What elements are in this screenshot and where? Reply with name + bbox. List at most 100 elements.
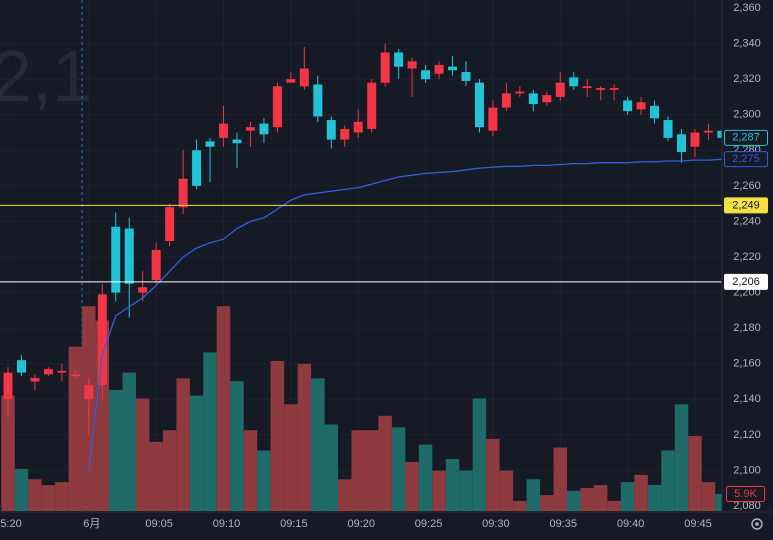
candle-body: [57, 370, 67, 373]
volume-bar: [243, 430, 258, 511]
volume-bar: [122, 372, 136, 511]
volume-bar: [230, 381, 244, 511]
volume-bar: [472, 398, 487, 511]
volume-bar: [607, 500, 621, 511]
volume-bar: [257, 450, 271, 511]
y-tick-label: 2,080: [733, 500, 761, 512]
volume-bar: [499, 470, 514, 511]
candle-body: [84, 385, 94, 400]
volume-bar: [674, 404, 689, 511]
y-tick-label: 2,180: [733, 322, 761, 334]
candle-body: [232, 139, 242, 144]
candle-body: [205, 141, 215, 147]
candle-body: [650, 105, 660, 119]
candle-body: [245, 127, 255, 131]
candle-body: [286, 79, 296, 83]
y-tick-label: 2,160: [733, 358, 761, 370]
y-tick-label: 2,300: [733, 109, 761, 121]
volume-bar: [364, 430, 379, 511]
volume-bar: [647, 485, 662, 511]
volume-bar: [486, 438, 500, 511]
candle-body: [165, 207, 175, 241]
candle-body: [16, 360, 26, 373]
y-tick-label: 2,220: [733, 251, 761, 263]
candle-body: [3, 372, 13, 400]
y-tick-label: 2,140: [733, 393, 761, 405]
candle-body: [151, 249, 161, 281]
x-tick-label: 09:05: [145, 518, 173, 530]
volume-bar: [1, 395, 15, 511]
volume-label: 5.9K: [734, 488, 757, 500]
volume-bar: [432, 470, 446, 511]
x-tick-label: 09:30: [482, 518, 510, 530]
x-tick-label: 09:35: [550, 518, 578, 530]
x-tick-label: 09:20: [347, 518, 375, 530]
candle-body: [30, 377, 40, 382]
volume-bar: [311, 378, 325, 511]
y-tick-label: 2,340: [733, 37, 761, 49]
candle-body: [501, 93, 511, 108]
candle-body: [569, 77, 579, 87]
x-tick-label: 09:45: [684, 518, 712, 530]
candle-body: [299, 68, 309, 87]
volume-bar: [41, 485, 56, 511]
candle-body: [488, 107, 498, 131]
volume-bar: [634, 474, 648, 511]
volume-bar: [445, 459, 460, 511]
candle-body: [690, 132, 700, 147]
candle-body: [421, 70, 431, 80]
candle-body: [326, 120, 336, 140]
candle-body: [528, 93, 538, 105]
volume-bar: [418, 444, 433, 511]
price-label-box: [724, 129, 768, 146]
volume-bar: [270, 361, 285, 511]
volume-bar: [378, 415, 392, 511]
candle-body: [192, 150, 202, 186]
volume-bar: [162, 430, 177, 511]
candle-body: [542, 95, 552, 103]
candle-body: [434, 64, 444, 74]
volume-bar: [526, 479, 541, 511]
candle-body: [367, 82, 377, 129]
candle-body: [515, 91, 525, 94]
volume-bar: [620, 482, 635, 511]
candle-body: [394, 52, 404, 67]
candle-body: [313, 84, 323, 117]
candle-body: [97, 294, 107, 386]
volume-bar: [513, 500, 527, 511]
candle-body: [124, 228, 134, 284]
volume-bar: [553, 447, 568, 511]
candle-body: [272, 86, 282, 128]
volume-bar: [284, 404, 298, 511]
volume-bar: [55, 482, 69, 511]
y-tick-label: 2,360: [733, 2, 761, 14]
volume-bar: [203, 352, 217, 511]
y-tick-label: 2,320: [733, 73, 761, 85]
candle-body: [43, 369, 53, 375]
settings-icon[interactable]: [751, 518, 763, 530]
candle-body: [677, 134, 686, 153]
candle-body: [380, 52, 390, 83]
volume-label-box: [726, 485, 765, 502]
candle-body: [407, 61, 417, 69]
candle-body: [663, 120, 673, 138]
x-tick-label: 09:40: [617, 518, 645, 530]
x-tick-label: 09:10: [213, 518, 241, 530]
volume-bar: [459, 470, 473, 511]
candle-body: [259, 123, 269, 135]
volume-bar: [593, 485, 608, 511]
price-label-box: [724, 151, 768, 168]
candle-body: [111, 226, 121, 293]
candle-body: [703, 130, 713, 133]
volume-bar: [109, 389, 123, 511]
volume-bar: [189, 395, 204, 511]
watermark: 2,1: [0, 37, 92, 117]
volume-bar: [580, 487, 594, 511]
candle-body: [219, 123, 229, 138]
candle-body: [717, 130, 722, 138]
volume-bar: [351, 430, 365, 511]
volume-bar: [324, 424, 339, 511]
volume-bar: [715, 493, 722, 511]
volume-bar: [28, 479, 42, 511]
